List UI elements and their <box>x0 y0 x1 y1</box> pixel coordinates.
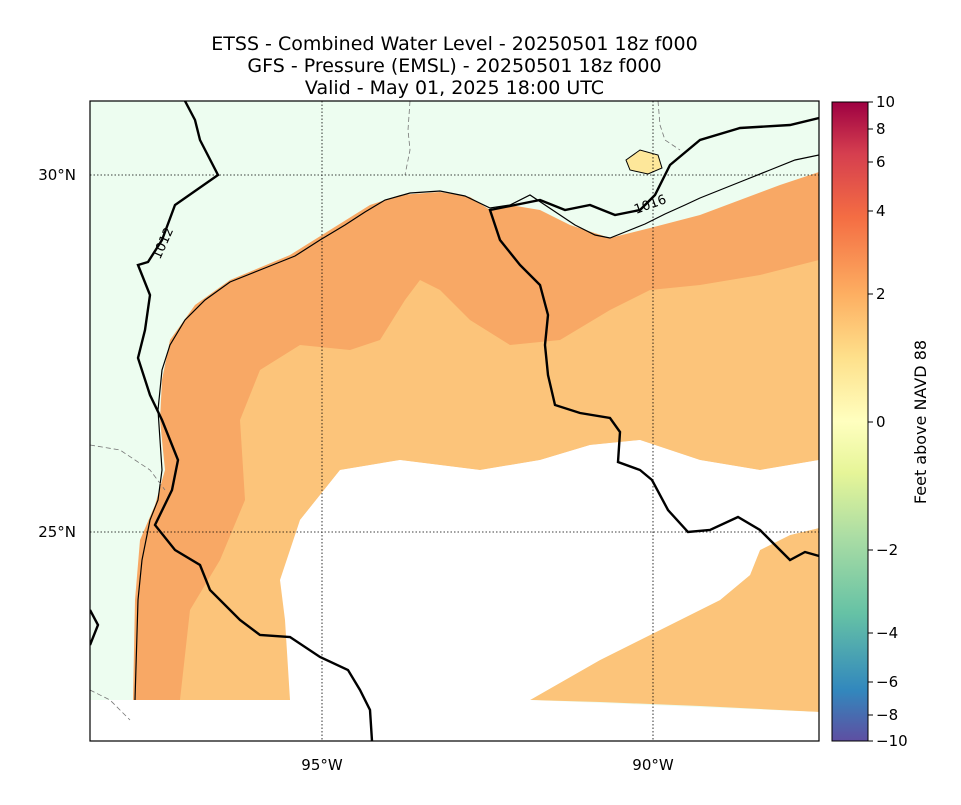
colorbar <box>831 101 869 742</box>
map-frame <box>89 100 820 742</box>
colorbar-tick-8: 8 <box>876 120 886 138</box>
map-title-line-1: ETSS - Combined Water Level - 20250501 1… <box>211 33 698 55</box>
colorbar-tick-minus-10: −10 <box>876 732 908 750</box>
colorbar-tick-10: 10 <box>876 93 895 111</box>
colorbar-title: Feet above NAVD 88 <box>911 340 930 504</box>
colorbar-tick-minus-8: −8 <box>876 706 898 724</box>
colorbar-tick-0: 0 <box>876 413 886 431</box>
border-dashed-southwest <box>90 689 131 721</box>
gulf-water-mid-zone <box>180 260 819 700</box>
no-data-area-southwest <box>90 700 290 741</box>
colorbar-ticks <box>868 101 873 742</box>
lat-label-30n: 30°N <box>38 166 76 184</box>
border-dashed-northeast <box>657 101 681 151</box>
lon-label-90w: 90°W <box>632 756 674 774</box>
colorbar-tick-6: 6 <box>876 153 886 171</box>
no-data-area-central <box>280 440 819 741</box>
lon-label-95w: 95°W <box>301 756 343 774</box>
colorbar-tick-minus-6: −6 <box>876 673 898 691</box>
isobar-1012-west <box>136 101 374 741</box>
colorbar-tick-minus-2: −2 <box>876 541 898 559</box>
map-title-line-3: Valid - May 01, 2025 18:00 UTC <box>304 77 605 99</box>
graticule <box>90 101 819 741</box>
lat-label-25n: 25°N <box>38 523 76 541</box>
map-panel: 1012 1016 <box>90 101 819 741</box>
map-title-line-2: GFS - Pressure (EMSL) - 20250501 18z f00… <box>247 55 662 77</box>
surge-tongue-southeast <box>530 528 819 712</box>
isobar-1012-west-edge <box>90 609 100 646</box>
colorbar-tick-4: 4 <box>876 202 886 220</box>
colorbar-tick-minus-4: −4 <box>876 624 898 642</box>
isobar-1016 <box>488 116 819 562</box>
coastline <box>134 154 819 701</box>
colorbar-tick-2: 2 <box>876 285 886 303</box>
border-dashed-west <box>90 444 166 491</box>
